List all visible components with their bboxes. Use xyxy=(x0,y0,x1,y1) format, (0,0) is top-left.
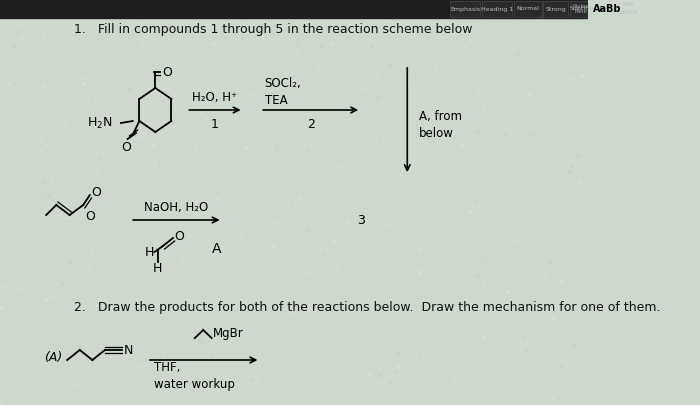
Text: N: N xyxy=(123,343,133,356)
Text: (A): (A) xyxy=(43,352,62,365)
Text: H₂O, H⁺: H₂O, H⁺ xyxy=(193,92,237,104)
Bar xyxy=(620,1,636,9)
Text: O: O xyxy=(92,186,102,200)
Text: Heading 1: Heading 1 xyxy=(481,6,513,11)
Text: Styles
Pane: Styles Pane xyxy=(573,4,589,15)
Text: Strong: Strong xyxy=(545,6,566,11)
Text: NaOH, H₂O: NaOH, H₂O xyxy=(144,202,209,215)
Text: THF,
water workup: THF, water workup xyxy=(154,361,234,391)
Text: H$_2$N: H$_2$N xyxy=(87,115,113,130)
Bar xyxy=(0,0,588,18)
Text: A, from
below: A, from below xyxy=(419,110,462,140)
Text: A: A xyxy=(212,242,221,256)
Bar xyxy=(570,1,594,17)
Bar xyxy=(596,1,619,17)
Text: 1.   Fill in compounds 1 through 5 in the reaction scheme below: 1. Fill in compounds 1 through 5 in the … xyxy=(74,23,473,36)
Text: O: O xyxy=(85,211,95,224)
Bar xyxy=(482,1,512,17)
Text: O: O xyxy=(162,66,172,79)
Text: 2.   Draw the products for both of the reactions below.  Draw the mechanism for : 2. Draw the products for both of the rea… xyxy=(74,301,660,315)
Text: 3: 3 xyxy=(357,213,365,226)
Text: SOCl₂,
TEA: SOCl₂, TEA xyxy=(265,77,301,107)
Text: MgBr: MgBr xyxy=(214,328,244,341)
Bar xyxy=(543,1,568,17)
Bar xyxy=(620,9,636,17)
Text: O: O xyxy=(121,141,131,154)
Text: AaBb: AaBb xyxy=(593,4,622,14)
Text: H: H xyxy=(153,262,162,275)
Text: Subtitle: Subtitle xyxy=(619,11,638,15)
Bar xyxy=(514,1,542,17)
Text: 1: 1 xyxy=(211,117,219,130)
Text: O: O xyxy=(175,230,185,243)
Bar xyxy=(450,1,480,17)
Text: 2: 2 xyxy=(307,117,314,130)
Text: H: H xyxy=(145,245,154,258)
Text: Emphasis: Emphasis xyxy=(450,6,480,11)
Text: Normal: Normal xyxy=(517,6,539,11)
Text: Subtitle: Subtitle xyxy=(570,6,594,11)
Text: Title: Title xyxy=(622,2,634,8)
